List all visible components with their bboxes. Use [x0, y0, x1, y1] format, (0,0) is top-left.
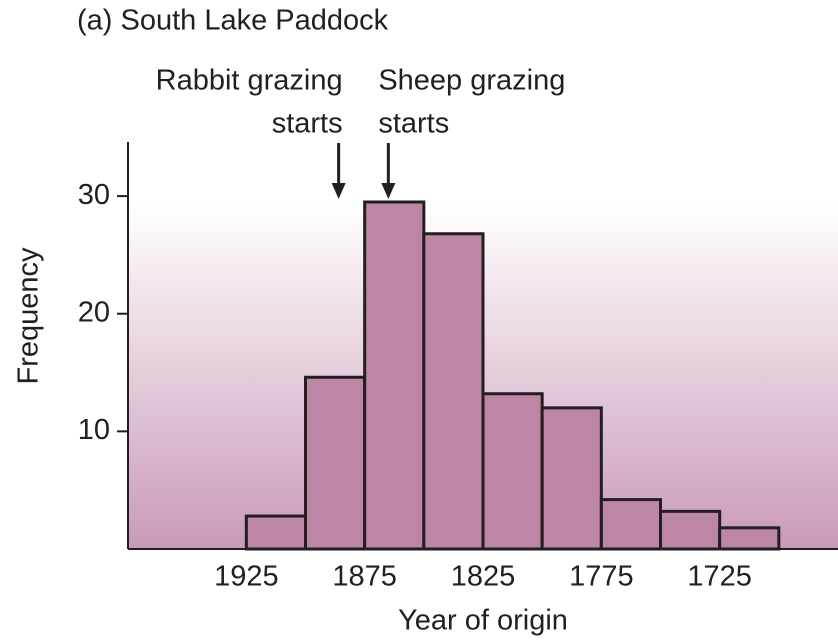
chart-title: (a) South Lake Paddock — [77, 5, 389, 37]
bar — [659, 509, 722, 551]
annotation-text: Rabbit grazing — [156, 65, 343, 97]
y-tick-label: 10 — [78, 414, 110, 446]
annotation-text: starts — [378, 108, 449, 140]
annotation-text: starts — [272, 108, 343, 140]
bar — [304, 375, 367, 551]
bar — [481, 392, 544, 551]
x-tick-label: 1925 — [214, 561, 279, 593]
bar — [244, 514, 307, 551]
x-tick-label: 1875 — [332, 561, 397, 593]
x-tick-label: 1775 — [569, 561, 634, 593]
x-tick-label: 1725 — [687, 561, 752, 593]
y-axis-label: Frequency — [13, 247, 45, 385]
bar — [599, 498, 662, 551]
bar — [363, 200, 426, 551]
y-tick-label: 20 — [78, 296, 110, 328]
y-tick-label: 30 — [78, 179, 110, 211]
bar — [540, 406, 603, 551]
bar — [718, 526, 781, 551]
bar — [422, 232, 485, 551]
annotation-text: Sheep grazing — [378, 65, 565, 97]
annotation-arrowhead — [331, 183, 346, 199]
x-axis-label: Year of origin — [398, 605, 568, 637]
annotation-arrowhead — [381, 183, 396, 199]
x-tick-label: 1825 — [451, 561, 516, 593]
